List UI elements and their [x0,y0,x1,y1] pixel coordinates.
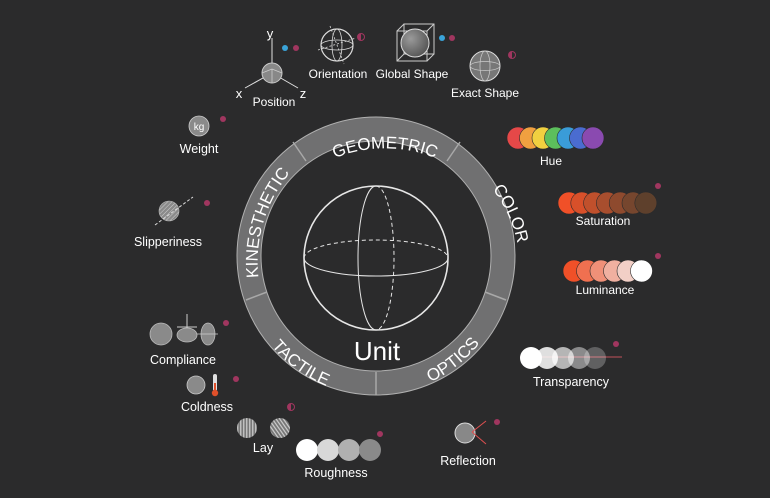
global-shape-label: Global Shape [376,67,449,81]
magenta-dot-icon [233,376,239,382]
roughness-label: Roughness [304,466,367,480]
global-shape-icon [396,23,435,62]
axis-z-label: z [300,86,307,101]
magenta-dot-icon [494,419,500,425]
lay-icon [237,418,290,438]
weight-icon: kg [188,115,210,137]
half-moon-icon [357,33,365,41]
lay-label: Lay [253,441,274,455]
magenta-dot-icon [449,35,455,41]
hue-label: Hue [540,154,562,168]
magenta-dot-icon [655,253,661,259]
coldness-icon [186,374,219,397]
unit-sphere-icon [303,185,449,331]
half-moon-icon [508,51,516,59]
magenta-dot-icon [293,45,299,51]
compliance-icon [149,314,218,346]
reflection-label: Reflection [440,454,496,468]
blue-dot-icon [439,35,445,41]
slipperiness-icon [154,196,194,226]
hue-swatches [506,126,605,150]
magenta-dot-icon [655,183,661,189]
roughness-icon [296,439,381,461]
reflection-icon [454,420,487,445]
orientation-label: Orientation [309,67,368,81]
magenta-dot-icon [613,341,619,347]
weight-unit-label: kg [194,122,205,133]
saturation-swatch-7 [634,191,658,215]
position-icon: y x z [236,26,307,101]
axis-y-label: y [267,26,274,41]
exact-shape-label: Exact Shape [451,86,519,100]
magenta-dot-icon [223,320,229,326]
luminance-swatch-6 [630,259,653,283]
position-label: Position [253,95,296,109]
saturation-label: Saturation [576,214,631,228]
luminance-label: Luminance [576,283,635,297]
exact-shape-icon [469,50,501,82]
hue-swatch-7 [581,126,605,150]
axis-x-label: x [236,86,243,101]
orientation-icon [317,25,357,65]
half-moon-icon [287,403,295,411]
blue-dot-icon [282,45,288,51]
magenta-dot-icon [377,431,383,437]
ring-inner-edge [260,140,492,372]
magenta-dot-icon [220,116,226,122]
weight-label: Weight [180,142,219,156]
magenta-dot-icon [204,200,210,206]
coldness-label: Coldness [181,400,233,414]
transparency-label: Transparency [533,375,610,389]
luminance-swatches [562,259,653,283]
transparency-icon [520,347,622,369]
slipperiness-label: Slipperiness [134,235,202,249]
compliance-label: Compliance [150,353,216,367]
unit-label: Unit [354,336,401,366]
saturation-swatches [557,191,658,215]
ring-dividers [245,141,507,395]
